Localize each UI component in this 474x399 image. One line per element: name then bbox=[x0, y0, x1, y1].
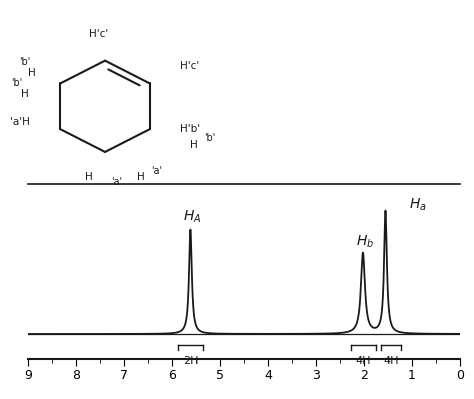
Text: H: H bbox=[20, 89, 28, 99]
Text: 'b': 'b' bbox=[204, 133, 215, 143]
Text: 4H: 4H bbox=[383, 356, 399, 365]
Text: H: H bbox=[28, 68, 36, 78]
Text: H'c': H'c' bbox=[180, 61, 199, 71]
Text: 'a': 'a' bbox=[151, 166, 162, 176]
Text: H: H bbox=[137, 172, 145, 182]
Text: 'b': 'b' bbox=[19, 57, 30, 67]
Text: 'a'H: 'a'H bbox=[10, 117, 30, 127]
Text: H'c': H'c' bbox=[90, 29, 109, 40]
Text: 4H: 4H bbox=[355, 356, 371, 365]
Text: $H_a$: $H_a$ bbox=[410, 196, 427, 213]
Text: 'b': 'b' bbox=[11, 79, 22, 89]
Text: H'b': H'b' bbox=[180, 124, 200, 134]
Text: 2H: 2H bbox=[182, 356, 198, 365]
Text: $H_A$: $H_A$ bbox=[183, 209, 201, 225]
Text: H: H bbox=[190, 140, 198, 150]
Text: $H_b$: $H_b$ bbox=[356, 234, 374, 251]
Text: 'a': 'a' bbox=[111, 177, 122, 187]
Text: H: H bbox=[85, 172, 93, 182]
